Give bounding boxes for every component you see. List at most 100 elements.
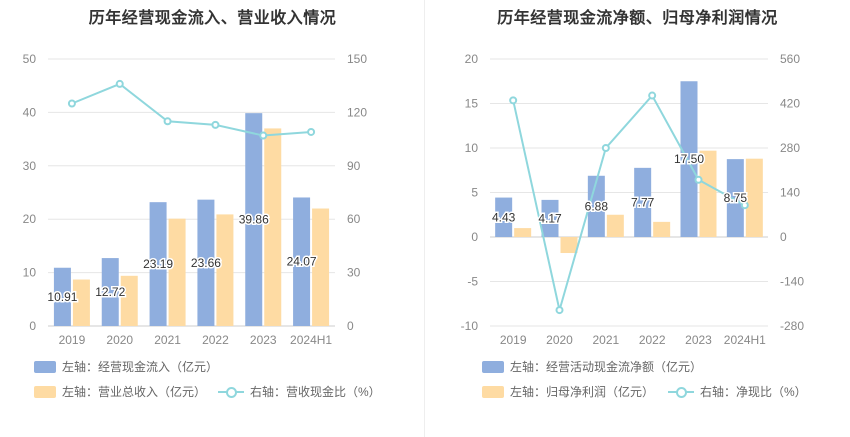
right-axis-tick-label: 0 — [780, 230, 787, 244]
x-axis-tick-label: 2022 — [202, 333, 229, 347]
line-point — [601, 144, 610, 152]
line-point — [648, 91, 657, 100]
right-axis-tick-label: 420 — [780, 97, 800, 111]
panel-divider — [424, 0, 425, 437]
left-axis-tick-label: 15 — [465, 97, 479, 111]
right-axis-tick-label: -280 — [780, 319, 804, 333]
bar-yellow — [120, 275, 138, 326]
right-axis-tick-label: 30 — [347, 266, 361, 280]
bar-blue — [726, 159, 744, 237]
line-point — [259, 131, 268, 140]
x-axis-tick-label: 2019 — [59, 333, 86, 347]
legend-bar-yellow-swatch — [34, 385, 56, 398]
left-axis-tick-label: 20 — [465, 52, 479, 66]
line-point — [211, 120, 220, 129]
left-axis-tick-label: -10 — [461, 319, 479, 333]
x-axis-tick-label: 2020 — [546, 333, 573, 347]
left-legend-revenue[interactable]: 左轴：营业总收入（亿元） — [34, 383, 206, 400]
left-chart-svg: 0 10 20 30 40 50 0 30 60 90 120 150 2019 2020 2021 2022… — [23, 52, 368, 347]
left-axis-tick-label: 30 — [23, 159, 37, 173]
left-axis-tick-label: 10 — [465, 141, 479, 155]
right-axis-tick-label: -140 — [780, 275, 804, 289]
bar-blue — [680, 81, 698, 237]
left-axis-tick-label: -5 — [467, 275, 478, 289]
left-legend-inflow[interactable]: 左轴：经营现金流入（亿元） — [34, 358, 218, 375]
right-axis-tick-label: 150 — [347, 52, 367, 66]
legend-label: 左轴：经营活动现金流净额（亿元） — [510, 360, 703, 374]
line-point — [307, 127, 316, 136]
right-legend-netflow[interactable]: 左轴：经营活动现金流净额（亿元） — [482, 358, 702, 375]
legend-label: 右轴：营收现金比（%） — [250, 385, 381, 399]
bar-data-label: 23.66 — [191, 256, 221, 270]
bar-blue — [587, 175, 605, 237]
legend-label: 右轴：净现比（%） — [700, 385, 807, 399]
x-axis-tick-label: 2023 — [685, 333, 712, 347]
bar-yellow — [72, 279, 90, 326]
line-point — [694, 175, 703, 184]
x-axis-tick-label: 2021 — [592, 333, 619, 347]
right-axis-tick-label: 560 — [780, 52, 800, 66]
left-legend-ratio[interactable]: 右轴：营收现金比（%） — [218, 383, 381, 400]
right-axis-tick-label: 120 — [347, 105, 367, 119]
left-axis-tick-label: 0 — [29, 319, 36, 333]
bar-blue — [495, 197, 513, 237]
bar-blue — [197, 199, 215, 326]
legend-label: 左轴：经营现金流入（亿元） — [62, 360, 219, 374]
bar-data-label: 17.50 — [674, 152, 704, 166]
bar-blue — [245, 113, 263, 326]
left-chart-title: 历年经营现金流入、营业收入情况 — [88, 10, 337, 27]
legend-line-swatch — [668, 386, 694, 398]
right-chart-svg: -10 -5 0 5 10 15 20 -280 -140 0 140 280 420 560 2019 20… — [461, 52, 805, 347]
bar-blue — [101, 258, 119, 326]
bar-data-label: 4.17 — [538, 211, 562, 225]
bar-yellow — [606, 214, 624, 237]
bar-yellow — [312, 208, 330, 326]
line-point — [115, 79, 124, 88]
bar-yellow — [699, 150, 717, 237]
bar-yellow — [168, 218, 186, 326]
bar-yellow — [216, 214, 234, 326]
bar-data-label: 12.72 — [95, 285, 125, 299]
right-axis-tick-label: 0 — [347, 319, 354, 333]
right-legend-ratio[interactable]: 右轴：净现比（%） — [668, 383, 807, 400]
right-chart-panel: 历年经营现金流净额、归母净利润情况 -10 -5 0 5 10 15 20 -280 -140 0… — [425, 0, 850, 437]
bar-blue — [53, 267, 71, 326]
left-axis-tick-label: 40 — [23, 105, 37, 119]
bar-data-label: 24.07 — [287, 255, 317, 269]
bar-blue — [293, 197, 311, 326]
bar-yellow — [560, 237, 578, 254]
legend-label: 左轴：归母净利润（亿元） — [510, 385, 655, 399]
bar-data-label: 4.43 — [492, 210, 516, 224]
left-axis-tick-label: 20 — [23, 212, 37, 226]
bar-data-label: 39.86 — [239, 213, 269, 227]
left-axis-tick-label: 10 — [23, 266, 37, 280]
bar-data-label: 8.75 — [724, 191, 748, 205]
right-axis-tick-label: 90 — [347, 159, 361, 173]
bar-yellow — [653, 221, 671, 237]
legend-bar-blue-swatch — [34, 360, 56, 373]
left-axis-tick-label: 0 — [471, 230, 478, 244]
line-series — [71, 82, 312, 137]
bar-data-label: 10.91 — [47, 290, 77, 304]
x-axis-tick-label: 2024H1 — [290, 333, 332, 347]
bar-yellow — [514, 228, 532, 237]
bar-yellow — [745, 158, 763, 237]
left-axis-tick-label: 50 — [23, 52, 37, 66]
right-axis-tick-label: 280 — [780, 141, 800, 155]
x-axis-tick-label: 2022 — [639, 333, 666, 347]
line-point — [163, 117, 172, 126]
line-point — [740, 201, 749, 210]
x-axis-tick-label: 2020 — [106, 333, 133, 347]
line-point — [67, 99, 76, 108]
bar-blue — [634, 167, 652, 237]
x-axis-tick-label: 2023 — [250, 333, 277, 347]
legend-line-swatch — [218, 386, 244, 398]
right-legend-netprofit[interactable]: 左轴：归母净利润（亿元） — [482, 383, 654, 400]
legend-bar-blue-swatch — [482, 360, 504, 373]
line-point — [509, 96, 518, 105]
bar-blue — [541, 199, 559, 237]
right-axis-tick-label: 60 — [347, 212, 361, 226]
right-axis-tick-label: 140 — [780, 186, 800, 200]
x-axis-tick-label: 2024H1 — [724, 333, 766, 347]
legend-label: 左轴：营业总收入（亿元） — [62, 385, 207, 399]
